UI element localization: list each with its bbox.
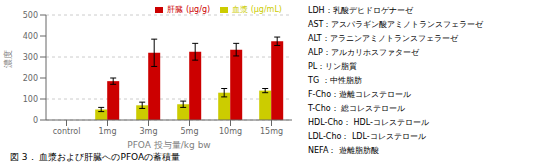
svg-text:5mg: 5mg xyxy=(181,127,199,136)
html-text:PL：リン脂質: PL：リン脂質 xyxy=(308,62,358,71)
svg-text:15mg: 15mg xyxy=(260,127,283,136)
svg-text:3mg: 3mg xyxy=(140,127,158,136)
svg-text:500: 500 xyxy=(23,11,38,20)
svg-text:control: control xyxy=(53,127,81,136)
html-text:HDL-Cho： HDL-コレステロール: HDL-Cho： HDL-コレステロール xyxy=(308,118,429,127)
html-text:F-Cho：遊離コレステロール: F-Cho：遊離コレステロール xyxy=(308,90,411,99)
html-text:血漿 (μg/mL): 血漿 (μg/mL) xyxy=(232,5,282,14)
html-text:図 3． 血漿および肝臓へのPFOAの蓄積量: 図 3． 血漿および肝臓へのPFOAの蓄積量 xyxy=(10,152,181,162)
html-text:T-Cho： 総コレステロール: T-Cho： 総コレステロール xyxy=(308,104,406,113)
svg-text:300: 300 xyxy=(23,53,38,62)
html-text:LDL-Cho： LDL-コレステロール: LDL-Cho： LDL-コレステロール xyxy=(308,132,426,141)
html-text:LDH：乳酸デヒドロゲナーゼ: LDH：乳酸デヒドロゲナーゼ xyxy=(308,6,413,15)
html-text:肝臓 (μg/g): 肝臓 (μg/g) xyxy=(167,5,211,14)
svg-text:400: 400 xyxy=(23,32,38,41)
html-text:AST：アスパラギン酸アミノトランスフェラーゼ: AST：アスパラギン酸アミノトランスフェラーゼ xyxy=(308,20,484,29)
svg-text:10mg: 10mg xyxy=(219,127,242,136)
svg-text:0: 0 xyxy=(33,116,38,125)
svg-text:1mg: 1mg xyxy=(99,127,117,136)
html-text:ALP：アルカリホスファターゼ: ALP：アルカリホスファターゼ xyxy=(308,48,419,57)
html-text:NEFA： 遊離脂肪酸: NEFA： 遊離脂肪酸 xyxy=(308,146,379,155)
html-text:ALT：アラニンアミノトランスフェラーゼ: ALT：アラニンアミノトランスフェラーゼ xyxy=(308,34,458,43)
svg-text:100: 100 xyxy=(23,95,38,104)
svg-text:200: 200 xyxy=(23,74,38,83)
html-text:TG ：中性脂肪: TG ：中性脂肪 xyxy=(308,76,362,85)
svg-text:濃度: 濃度 xyxy=(8,50,13,68)
svg-text:PFOA 投与量/kg bw: PFOA 投与量/kg bw xyxy=(127,140,210,150)
